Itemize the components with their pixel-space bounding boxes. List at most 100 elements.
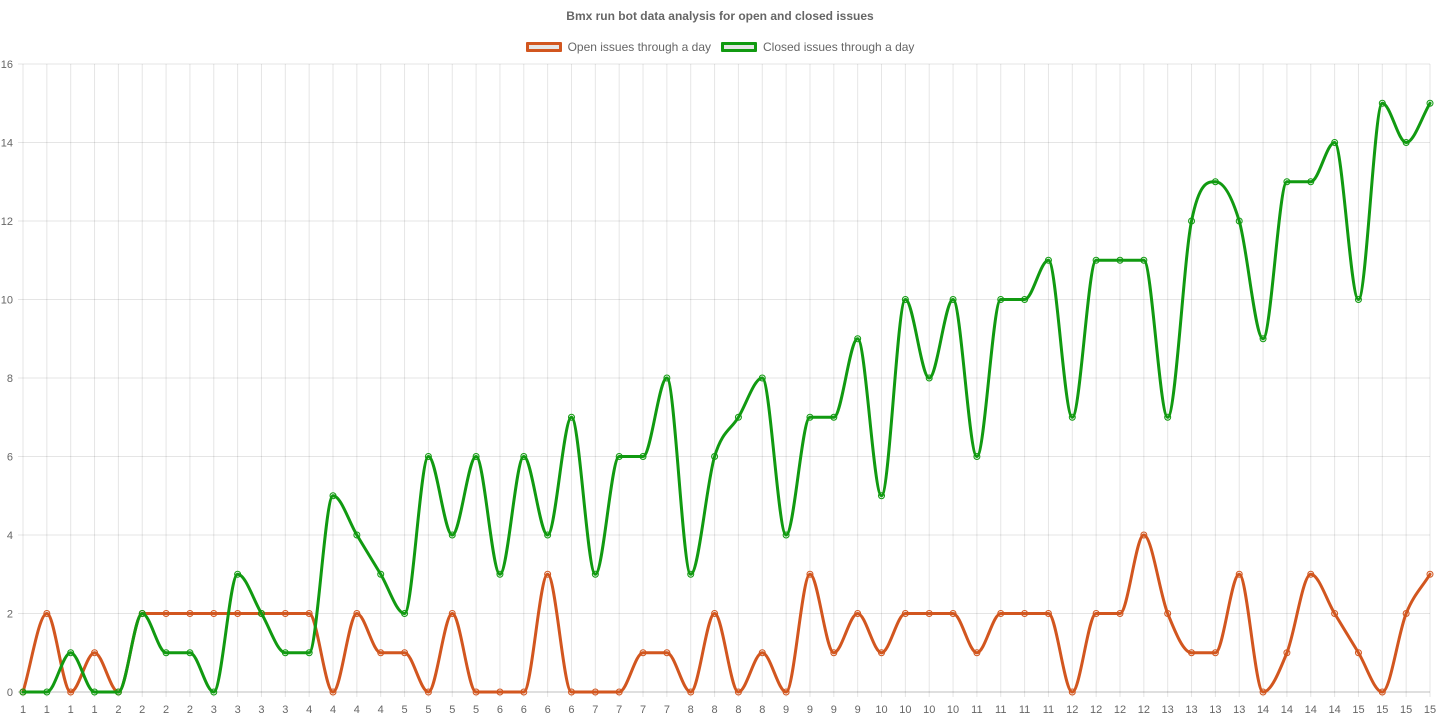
x-tick-label: 15 — [1424, 704, 1436, 716]
data-point-closed — [1021, 296, 1029, 303]
legend-item-open[interactable]: Open issues through a day — [525, 40, 711, 54]
data-point-closed — [114, 688, 122, 696]
data-point-open — [91, 649, 99, 657]
x-tick-label: 11 — [995, 704, 1006, 716]
data-point-open — [401, 649, 409, 657]
data-point-open — [1188, 649, 1196, 657]
y-tick-label: 8 — [7, 373, 13, 385]
data-point-open — [758, 649, 766, 657]
data-point-closed — [711, 453, 719, 460]
data-point-closed — [1068, 413, 1076, 421]
x-tick-label: 2 — [187, 704, 193, 716]
data-point-open — [472, 688, 480, 696]
data-point-open — [210, 610, 218, 617]
y-tick-label: 0 — [7, 687, 13, 699]
data-point-open — [1354, 649, 1362, 657]
x-tick-label: 9 — [807, 704, 813, 716]
data-point-closed — [234, 570, 242, 578]
y-tick-label: 4 — [7, 530, 13, 542]
data-point-closed — [448, 531, 456, 539]
x-tick-label: 13 — [1162, 704, 1174, 716]
x-tick-label: 2 — [139, 704, 145, 716]
data-point-closed — [210, 688, 218, 696]
y-tick-label: 10 — [1, 295, 13, 307]
data-point-closed — [1211, 178, 1219, 186]
data-point-closed — [1283, 178, 1291, 186]
data-point-closed — [401, 610, 409, 617]
data-point-closed — [281, 649, 289, 657]
data-point-closed — [91, 688, 99, 696]
data-point-open — [305, 610, 313, 617]
y-tick-label: 2 — [7, 609, 13, 621]
x-tick-label: 8 — [712, 704, 718, 716]
x-tick-label: 8 — [735, 704, 741, 716]
x-tick-label: 12 — [1114, 704, 1126, 716]
data-point-closed — [544, 531, 552, 539]
data-point-closed — [43, 688, 51, 696]
data-point-closed — [472, 453, 480, 460]
data-point-open — [1259, 688, 1267, 696]
y-tick-label: 6 — [7, 452, 13, 464]
data-point-closed — [830, 413, 838, 421]
data-point-open — [496, 688, 504, 696]
data-point-open — [878, 649, 886, 657]
data-point-open — [663, 649, 671, 657]
x-tick-label: 10 — [923, 704, 935, 716]
data-point-closed — [496, 570, 504, 578]
data-point-closed — [138, 610, 146, 617]
data-point-open — [973, 649, 981, 657]
x-tick-label: 13 — [1185, 704, 1197, 716]
x-tick-label: 7 — [616, 704, 622, 716]
x-tick-label: 2 — [163, 704, 169, 716]
data-point-closed — [687, 570, 695, 578]
x-tick-label: 14 — [1281, 704, 1293, 716]
x-tick-label: 3 — [282, 704, 288, 716]
legend-label-closed: Closed issues through a day — [763, 40, 915, 54]
data-point-open — [234, 610, 242, 617]
data-point-open — [901, 610, 909, 617]
data-point-closed — [997, 296, 1005, 303]
x-tick-label: 5 — [449, 704, 455, 716]
x-tick-label: 9 — [855, 704, 861, 716]
data-point-closed — [186, 649, 194, 657]
data-point-open — [925, 610, 933, 617]
data-point-open — [1068, 688, 1076, 696]
x-tick-label: 1 — [44, 704, 50, 716]
data-point-closed — [353, 531, 361, 539]
data-point-closed — [305, 649, 313, 657]
data-point-closed — [639, 453, 647, 460]
legend-item-closed[interactable]: Closed issues through a day — [721, 40, 914, 54]
data-point-closed — [925, 374, 933, 382]
x-tick-label: 7 — [664, 704, 670, 716]
data-point-closed — [591, 570, 599, 578]
data-point-closed — [1044, 256, 1052, 264]
data-point-closed — [1378, 99, 1386, 107]
x-tick-label: 11 — [971, 704, 982, 716]
data-point-closed — [329, 492, 337, 500]
data-point-open — [1331, 610, 1339, 617]
data-point-open — [1307, 570, 1315, 578]
data-point-closed — [615, 453, 623, 460]
data-point-closed — [758, 374, 766, 382]
grid — [18, 63, 1431, 697]
x-tick-label: 5 — [473, 704, 479, 716]
data-point-open — [43, 610, 51, 617]
x-tick-label: 15 — [1400, 704, 1412, 716]
data-point-closed — [806, 413, 814, 421]
data-point-closed — [1307, 178, 1315, 186]
series-closed — [19, 99, 1434, 696]
data-point-open — [1402, 610, 1410, 617]
x-tick-label: 6 — [568, 704, 574, 716]
data-point-open — [782, 688, 790, 696]
data-point-open — [162, 610, 170, 617]
x-tick-label: 5 — [425, 704, 431, 716]
series-line-closed — [21, 101, 1432, 694]
data-point-open — [448, 610, 456, 617]
x-tick-label: 10 — [947, 704, 959, 716]
x-tick-label: 8 — [688, 704, 694, 716]
x-tick-label: 15 — [1376, 704, 1388, 716]
data-point-closed — [257, 610, 265, 617]
chart-title: Bmx run bot data analysis for open and c… — [566, 9, 874, 23]
x-tick-label: 5 — [401, 704, 407, 716]
data-point-open — [854, 610, 862, 617]
